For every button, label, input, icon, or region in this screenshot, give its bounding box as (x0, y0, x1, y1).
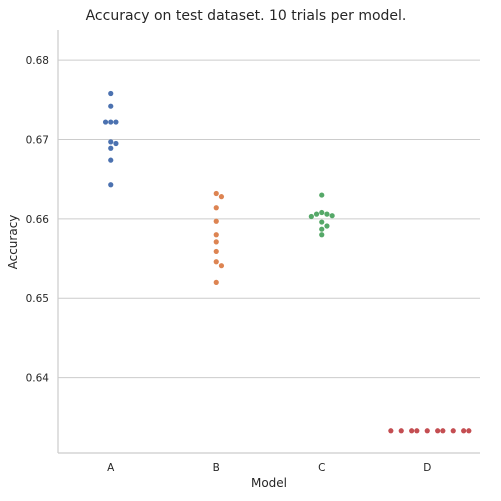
data-point-a (108, 90, 114, 97)
data-point-c (319, 232, 325, 238)
data-point-b (218, 194, 225, 200)
axes-spines (57, 30, 480, 454)
data-point-b (213, 239, 219, 245)
data-point-a (108, 139, 114, 145)
y-axis-label: Accuracy (6, 215, 20, 270)
data-point-b (213, 232, 219, 238)
data-point-a (108, 157, 114, 163)
data-point-a (108, 103, 114, 109)
x-tick-label: D (423, 462, 431, 474)
y-tick-label: 0.66 (26, 214, 50, 226)
y-tick-labels: 0.64 0.65 0.66 0.67 0.68 (26, 55, 50, 384)
data-point-a (108, 145, 114, 151)
data-point-a (113, 119, 119, 125)
chart-title: Accuracy on test dataset. 10 trials per … (86, 8, 407, 24)
data-point-b (213, 205, 219, 211)
x-tick-label: C (318, 462, 325, 474)
data-point-d (435, 428, 441, 434)
data-point-d (398, 428, 404, 434)
grid-lines (58, 59, 480, 379)
data-point-d (461, 428, 467, 434)
x-tick-label: B (213, 462, 220, 474)
data-point-d (388, 428, 394, 434)
data-point-c (313, 211, 320, 217)
data-point-b (213, 218, 219, 224)
y-tick-label: 0.68 (26, 55, 49, 67)
data-point-c (329, 213, 335, 219)
data-point-c (308, 213, 314, 220)
data-point-d (424, 428, 430, 434)
y-tick-label: 0.67 (26, 135, 49, 147)
x-axis-label: Model (251, 476, 287, 490)
data-point-a (108, 182, 114, 188)
data-point-a (108, 119, 114, 125)
data-point-d (414, 428, 420, 434)
data-point-c (324, 223, 330, 229)
data-point-b (213, 248, 219, 255)
data-point-a (102, 119, 109, 125)
data-point-b (213, 259, 219, 265)
data-point-b (218, 263, 225, 269)
x-tick-label: A (107, 462, 115, 474)
data-point-c (324, 211, 330, 217)
x-tick-labels: A B C D (107, 462, 431, 474)
data-point-d (409, 428, 415, 434)
data-point-c (319, 209, 325, 216)
y-tick-label: 0.65 (26, 293, 49, 305)
data-point-a (113, 140, 119, 147)
data-point-c (319, 192, 325, 198)
data-point-b (213, 279, 219, 285)
data-point-b (213, 190, 219, 197)
data-point-d (466, 428, 472, 434)
data-point-d (440, 428, 446, 434)
data-points (102, 90, 472, 434)
data-point-d (450, 428, 456, 434)
y-tick-label: 0.64 (26, 373, 50, 385)
data-point-c (319, 219, 325, 225)
data-point-c (319, 226, 325, 232)
